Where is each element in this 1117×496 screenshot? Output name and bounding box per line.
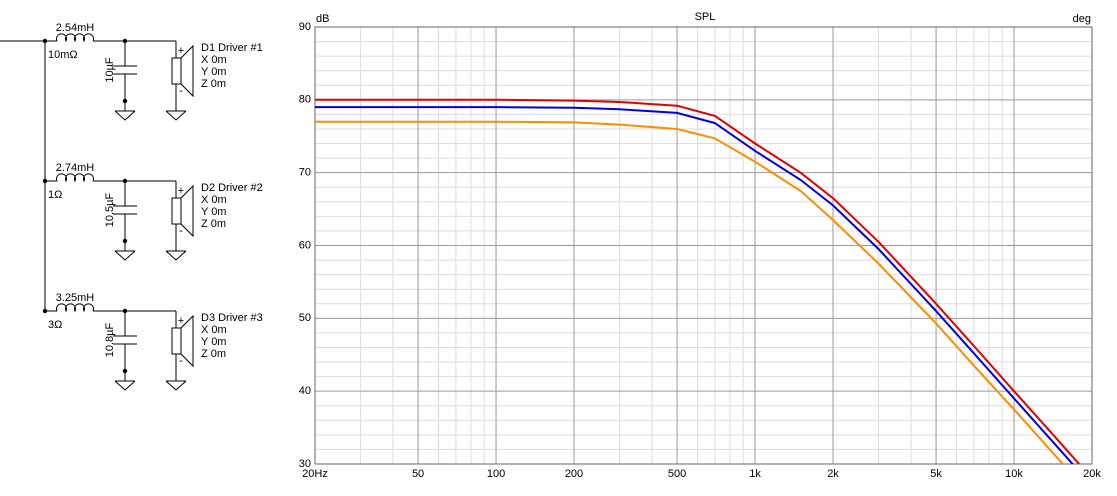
ground-symbol [114, 380, 136, 391]
driver-x: X 0m [201, 54, 227, 66]
speaker-body [171, 197, 182, 225]
inductor [56, 303, 94, 313]
response-line [315, 120, 1065, 464]
inductor-label: 2.54mH [56, 22, 95, 34]
x-tick-label: 500 [668, 468, 686, 480]
speaker-cone [180, 314, 194, 368]
x-tick-label: 10k [1005, 468, 1023, 480]
y2-axis-label: deg [1073, 13, 1091, 25]
plus-label: + [178, 45, 184, 57]
capacitor-label: 10µF [104, 57, 116, 83]
y-tick-label: 60 [299, 239, 311, 251]
x-tick-label: 1k [749, 468, 761, 480]
ground-symbol [165, 250, 187, 261]
minus-label: - [179, 355, 183, 367]
speaker-body [171, 57, 182, 85]
speaker-cone [180, 44, 194, 98]
inductor-label: 2.74mH [56, 162, 95, 174]
speaker-body [171, 327, 182, 355]
resistance-label: 3Ω [48, 319, 62, 331]
junction [122, 98, 128, 104]
x-tick-label: 5k [930, 468, 942, 480]
driver-z: Z 0m [201, 78, 226, 90]
y-tick-label: 90 [299, 21, 311, 33]
plot-lines [315, 98, 1081, 464]
driver-label: D3 Driver #3 [201, 312, 263, 324]
ground-symbol [114, 250, 136, 261]
x-tick-label: 200 [565, 468, 583, 480]
minus-label: - [179, 225, 183, 237]
driver-label: D2 Driver #2 [201, 182, 263, 194]
y-tick-label: 50 [299, 312, 311, 324]
driver-z: Z 0m [201, 218, 226, 230]
junction [122, 238, 128, 244]
chart-title: SPL [695, 11, 716, 23]
capacitor-label: 10.5µF [104, 192, 116, 227]
y-tick-label: 80 [299, 94, 311, 106]
x-tick-label: 2k [827, 468, 839, 480]
driver-x: X 0m [201, 324, 227, 336]
y-axis-label: dB [316, 13, 329, 25]
y-tick-label: 40 [299, 385, 311, 397]
minus-label: - [179, 85, 183, 97]
driver-y: Y 0m [201, 66, 226, 78]
inductor [56, 33, 94, 43]
inductor-label: 3.25mH [56, 292, 95, 304]
driver-z: Z 0m [201, 348, 226, 360]
junction [122, 368, 128, 374]
ground-symbol [165, 110, 187, 121]
resistance-label: 10mΩ [48, 49, 78, 61]
response-line [315, 106, 1074, 464]
driver-x: X 0m [201, 194, 227, 206]
plus-label: + [178, 315, 184, 327]
capacitor-label: 10.8µF [104, 322, 116, 357]
ground-symbol [114, 110, 136, 121]
ground-symbol [165, 380, 187, 391]
plus-label: + [178, 185, 184, 197]
driver-y: Y 0m [201, 336, 226, 348]
speaker-cone [180, 184, 194, 238]
driver-label: D1 Driver #1 [201, 42, 263, 54]
resistance-label: 1Ω [48, 189, 62, 201]
y-tick-label: 30 [299, 458, 311, 470]
x-tick-label: 20k [1083, 468, 1101, 480]
driver-y: Y 0m [201, 206, 226, 218]
plot-border [314, 26, 1093, 465]
x-tick-label: 50 [412, 468, 424, 480]
x-tick-label: 100 [487, 468, 505, 480]
response-line [315, 98, 1081, 464]
x-tick-label: 20Hz [302, 468, 328, 480]
y-tick-label: 70 [299, 167, 311, 179]
inductor [56, 173, 94, 183]
